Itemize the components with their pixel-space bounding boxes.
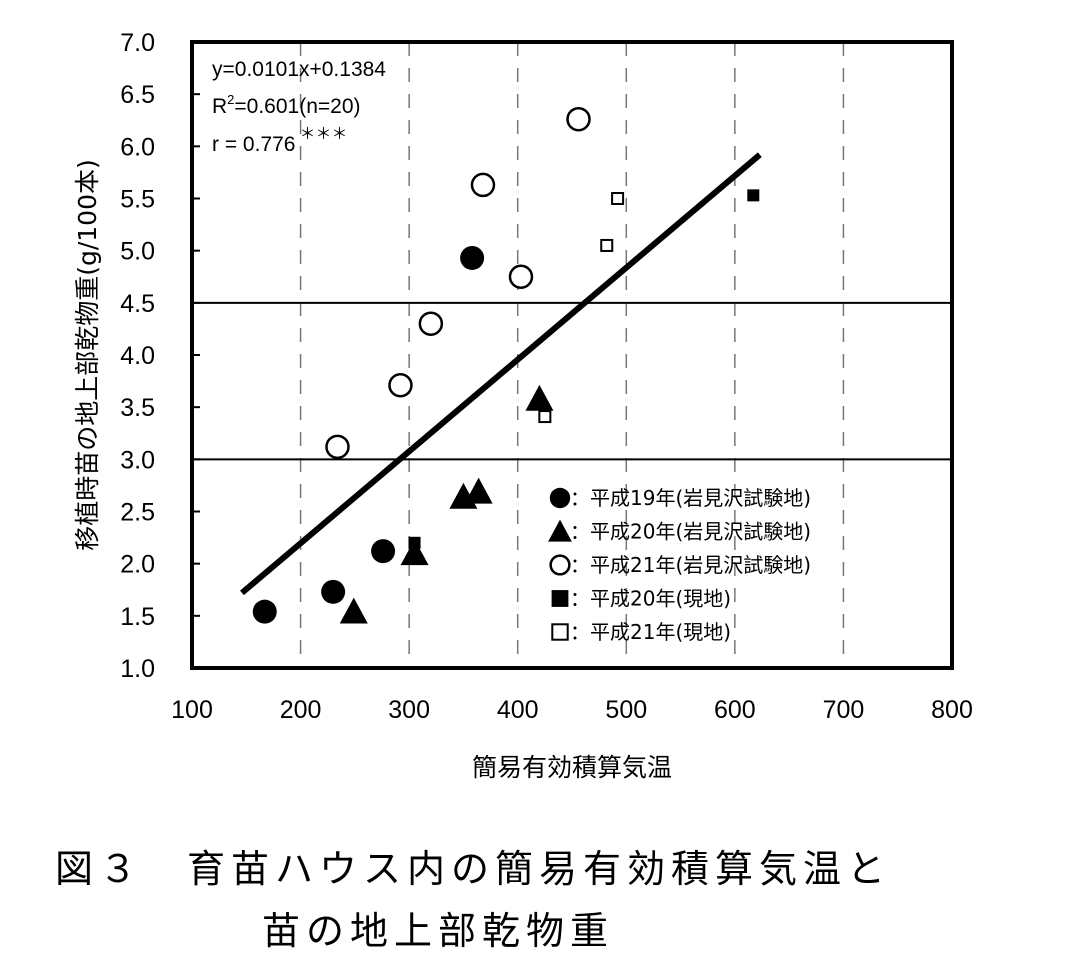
regression-line-group xyxy=(240,152,762,596)
data-point-filled-triangle xyxy=(525,384,554,411)
x-tick-label: 200 xyxy=(280,696,322,724)
x-tick-label: 600 xyxy=(714,696,756,724)
reference-lines xyxy=(192,301,952,461)
y-tick-label: 7.0 xyxy=(120,29,155,57)
figure-caption-line2: 苗の地上部乾物重 xyxy=(262,909,615,953)
x-tick-label: 800 xyxy=(931,696,973,724)
data-points xyxy=(252,106,760,624)
data-point-filled-circle xyxy=(371,539,396,564)
data-point-open-circle xyxy=(508,264,534,289)
y-tick-label: 5.5 xyxy=(120,186,155,214)
data-point-filled-triangle xyxy=(464,477,493,504)
data-point-filled-square xyxy=(747,189,760,202)
regression-line xyxy=(240,152,762,596)
gridlines xyxy=(299,42,845,668)
y-tick-label: 3.0 xyxy=(120,446,155,474)
data-point-open-circle xyxy=(470,172,496,198)
data-point-filled-triangle xyxy=(339,597,368,624)
data-point-open-circle xyxy=(418,311,444,336)
r-label: r = 0.776 ＊＊＊ xyxy=(212,126,348,156)
legend-label: ：平成21年(現地) xyxy=(570,620,731,644)
y-tick-label: 2.0 xyxy=(120,551,155,579)
data-point-filled-circle xyxy=(460,245,485,270)
regression-annotation: y=0.0101x+0.1384 R2=0.601(n=20) r = 0.77… xyxy=(212,58,386,156)
x-tick-label: 100 xyxy=(171,696,213,724)
equation-label: y=0.0101x+0.1384 xyxy=(212,58,386,81)
data-point-open-circle xyxy=(325,434,350,460)
legend-label: ：平成21年(岩見沢試験地) xyxy=(570,553,811,577)
legend-label: ：平成20年(岩見沢試験地) xyxy=(570,520,811,544)
y-tick-label: 4.0 xyxy=(120,342,155,370)
y-tick-label: 4.5 xyxy=(120,290,155,318)
x-tick-label: 300 xyxy=(388,696,430,724)
legend-label: ：平成20年(現地) xyxy=(570,587,731,611)
x-tick-label: 400 xyxy=(497,696,539,724)
data-point-open-circle xyxy=(388,373,413,398)
legend-marker-open-circle xyxy=(549,554,571,576)
y-tick-label: 6.0 xyxy=(120,133,155,161)
figure-caption-line1: 図３ 育苗ハウス内の簡易有効積算気温と xyxy=(55,847,892,891)
x-ticks: 100 200 300 400 500 600 700 800 xyxy=(171,696,973,724)
data-point-open-circle xyxy=(566,106,591,132)
y-tick-label: 3.5 xyxy=(120,394,155,422)
data-point-open-square xyxy=(611,192,625,205)
x-tick-label: 700 xyxy=(823,696,865,724)
legend-label: ：平成19年(岩見沢試験地) xyxy=(570,486,811,510)
data-point-filled-triangle xyxy=(400,539,429,566)
r2-label: R2=0.601(n=20) xyxy=(212,92,361,118)
legend-marker-filled-triangle xyxy=(548,519,572,542)
data-point-filled-square xyxy=(408,536,421,549)
legend-marker-filled-circle xyxy=(549,487,571,509)
y-tick-label: 5.0 xyxy=(120,238,155,266)
y-tick-label: 2.5 xyxy=(120,499,155,527)
data-point-open-square xyxy=(538,410,552,424)
y-tick-label: 1.0 xyxy=(120,655,155,683)
legend: ：平成19年(岩見沢試験地) ：平成20年(岩見沢試験地) ：平成21年(岩見沢試験… xyxy=(548,486,811,644)
y-axis-label: 移植時苗の地上部乾物重(g/100本) xyxy=(73,159,102,551)
y-ticks: 1.0 1.5 2.0 2.5 3.0 3.5 4.0 4.5 5.0 5.5 6.0 6.5 7.0 xyxy=(120,29,200,683)
y-tick-label: 6.5 xyxy=(120,81,155,109)
legend-marker-filled-square xyxy=(551,590,569,607)
y-tick-label: 1.5 xyxy=(120,603,155,631)
data-point-open-square xyxy=(600,238,614,252)
x-axis-label: 簡易有効積算気温 xyxy=(472,753,672,782)
data-point-filled-circle xyxy=(321,579,346,604)
legend-marker-open-square xyxy=(551,623,569,641)
x-tick-label: 500 xyxy=(605,696,647,724)
data-point-filled-circle xyxy=(252,599,277,624)
